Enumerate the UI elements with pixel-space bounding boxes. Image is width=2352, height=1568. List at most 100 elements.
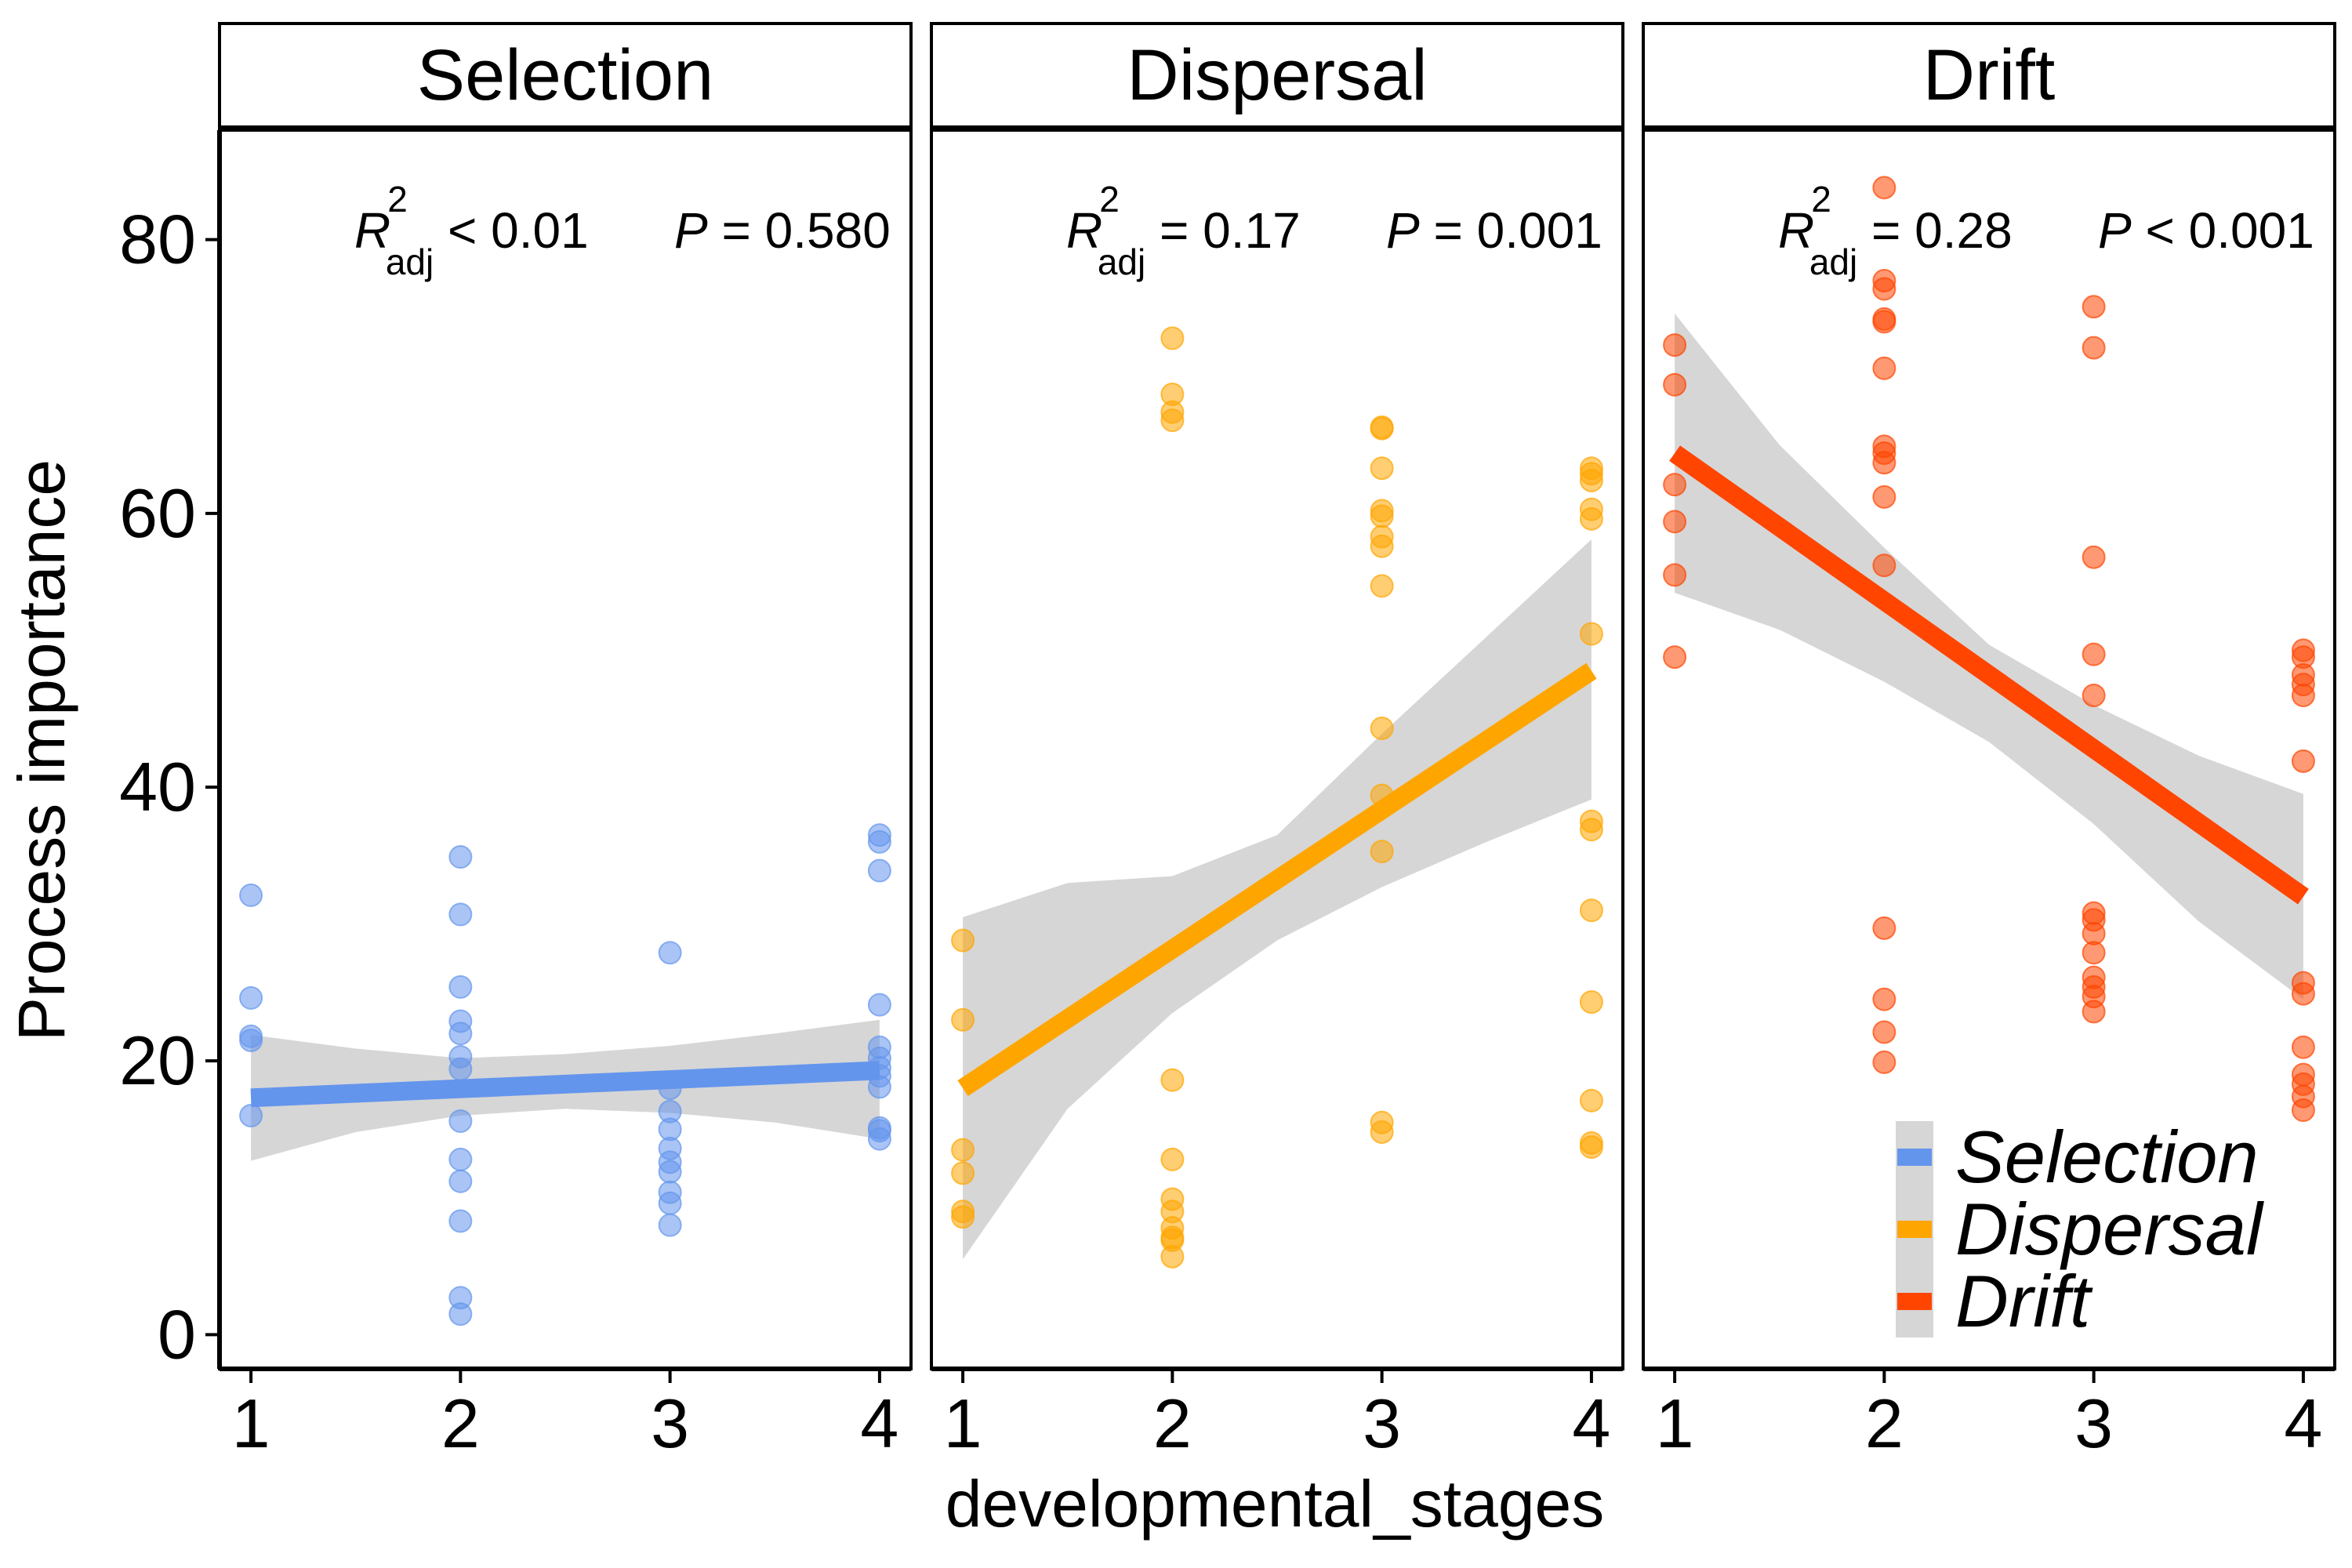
data-point: [658, 941, 682, 965]
data-point: [1370, 574, 1394, 598]
confidence-band: [963, 539, 1592, 1260]
data-point: [448, 845, 473, 869]
data-point: [2291, 1035, 2315, 1059]
data-point: [658, 1160, 682, 1184]
data-point: [1872, 1020, 1896, 1044]
legend-label: Selection: [1955, 1116, 2259, 1198]
stat-r-value: = 0.17: [1145, 202, 1301, 259]
data-point: [1663, 510, 1687, 534]
stat-r-superscript: 2: [387, 179, 408, 220]
data-point: [867, 829, 891, 854]
facet-strip: [1642, 22, 2336, 129]
data-point: [1579, 898, 1603, 923]
panel-dispersal: Dispersal R2 adj = 0.17 P = 0.001: [930, 22, 1624, 1370]
confidence-band: [1675, 313, 2303, 1000]
stat-r-subscript: adj: [1809, 241, 1857, 282]
x-axis-label: developmental_stages: [946, 1467, 1605, 1541]
stat-p-letter: P: [1386, 202, 1420, 259]
stat-annotation: R2 adj = 0.28: [1778, 179, 2013, 282]
stat-r-value: = 0.28: [1857, 202, 2013, 259]
data-point: [448, 1169, 473, 1193]
x-tick-label: 2: [1153, 1385, 1192, 1462]
data-point: [1370, 504, 1394, 528]
facet-title: Dispersal: [1127, 35, 1427, 115]
data-point: [1872, 554, 1896, 578]
panel-drift: Drift R2 adj = 0.28 P < 0.001: [1642, 22, 2336, 1370]
legend-label: Dispersal: [1955, 1188, 2264, 1270]
data-point: [1872, 356, 1896, 380]
x-tick-label: 4: [860, 1385, 898, 1462]
stat-r-superscript: 2: [1099, 179, 1120, 220]
data-point: [2082, 336, 2106, 360]
data-point: [1872, 310, 1896, 334]
data-point: [1872, 277, 1896, 301]
data-point: [2082, 295, 2106, 319]
data-point: [1160, 1147, 1185, 1171]
x-tick-label: 3: [651, 1385, 689, 1462]
y-axis-label: Process importance: [5, 459, 78, 1041]
data-point: [1370, 456, 1394, 481]
stat-p-letter: P: [2098, 202, 2132, 259]
data-point: [2082, 684, 2106, 708]
data-point: [448, 902, 473, 927]
data-point: [448, 1302, 473, 1327]
data-point: [1663, 645, 1687, 670]
data-point: [448, 1147, 473, 1171]
stat-r-value: < 0.01: [434, 202, 589, 259]
x-tick-label: 1: [944, 1385, 982, 1462]
data-point: [658, 1191, 682, 1215]
data-point: [1370, 1120, 1394, 1144]
stat-p-annotation: P = 0.001: [1386, 202, 1602, 259]
y-tick-label: 60: [119, 474, 196, 552]
stat-p-annotation: P = 0.580: [674, 202, 891, 259]
y-tick-label: 20: [119, 1022, 196, 1099]
data-point: [448, 1022, 473, 1046]
panel-selection: Selection R2 adj < 0.01 P = 0.580: [218, 22, 913, 1370]
data-point: [1663, 563, 1687, 587]
data-point: [1579, 622, 1603, 646]
facet-title: Selection: [417, 35, 713, 115]
stat-annotation: R2 adj < 0.01: [354, 179, 589, 282]
data-point: [867, 993, 891, 1017]
data-point: [1663, 473, 1687, 497]
stat-p-annotation: P < 0.001: [2098, 202, 2314, 259]
stat-annotation: R2 adj = 0.17: [1066, 179, 1301, 282]
data-point: [1579, 990, 1603, 1014]
data-point: [1579, 506, 1603, 531]
data-point: [1663, 372, 1687, 397]
data-point: [239, 1104, 263, 1128]
data-point: [951, 928, 975, 953]
data-point: [2291, 749, 2315, 773]
fit-line: [250, 1061, 880, 1108]
data-point: [1160, 408, 1185, 433]
stat-p-value: = 0.580: [708, 202, 891, 259]
stat-r-letter: R: [354, 202, 390, 259]
data-point: [1160, 1244, 1185, 1269]
stat-r-letter: R: [1778, 202, 1814, 259]
data-point: [1872, 451, 1896, 475]
x-tick-label: 4: [1572, 1385, 1610, 1462]
stat-r-letter: R: [1066, 202, 1102, 259]
data-point: [448, 1057, 473, 1081]
y-axis: 0 20 40 60 80: [119, 130, 222, 1373]
x-tick-label: 2: [1865, 1385, 1904, 1462]
data-point: [2291, 1098, 2315, 1123]
data-point: [2291, 982, 2315, 1006]
facet-strip: [930, 22, 1624, 129]
y-tick-label: 40: [119, 748, 196, 826]
data-point: [951, 1138, 975, 1162]
x-tick-label: 1: [1656, 1385, 1694, 1462]
x-tick-label: 4: [2284, 1385, 2322, 1462]
data-point: [448, 1209, 473, 1233]
stat-r-superscript: 2: [1811, 179, 1831, 220]
x-tick-label: 1: [232, 1385, 270, 1462]
data-point: [2082, 642, 2106, 666]
data-point: [1370, 716, 1394, 740]
data-point: [448, 975, 473, 999]
data-point: [2082, 1000, 2106, 1024]
data-point: [1370, 416, 1394, 441]
data-point: [448, 1109, 473, 1133]
y-tick-label: 0: [158, 1295, 196, 1373]
